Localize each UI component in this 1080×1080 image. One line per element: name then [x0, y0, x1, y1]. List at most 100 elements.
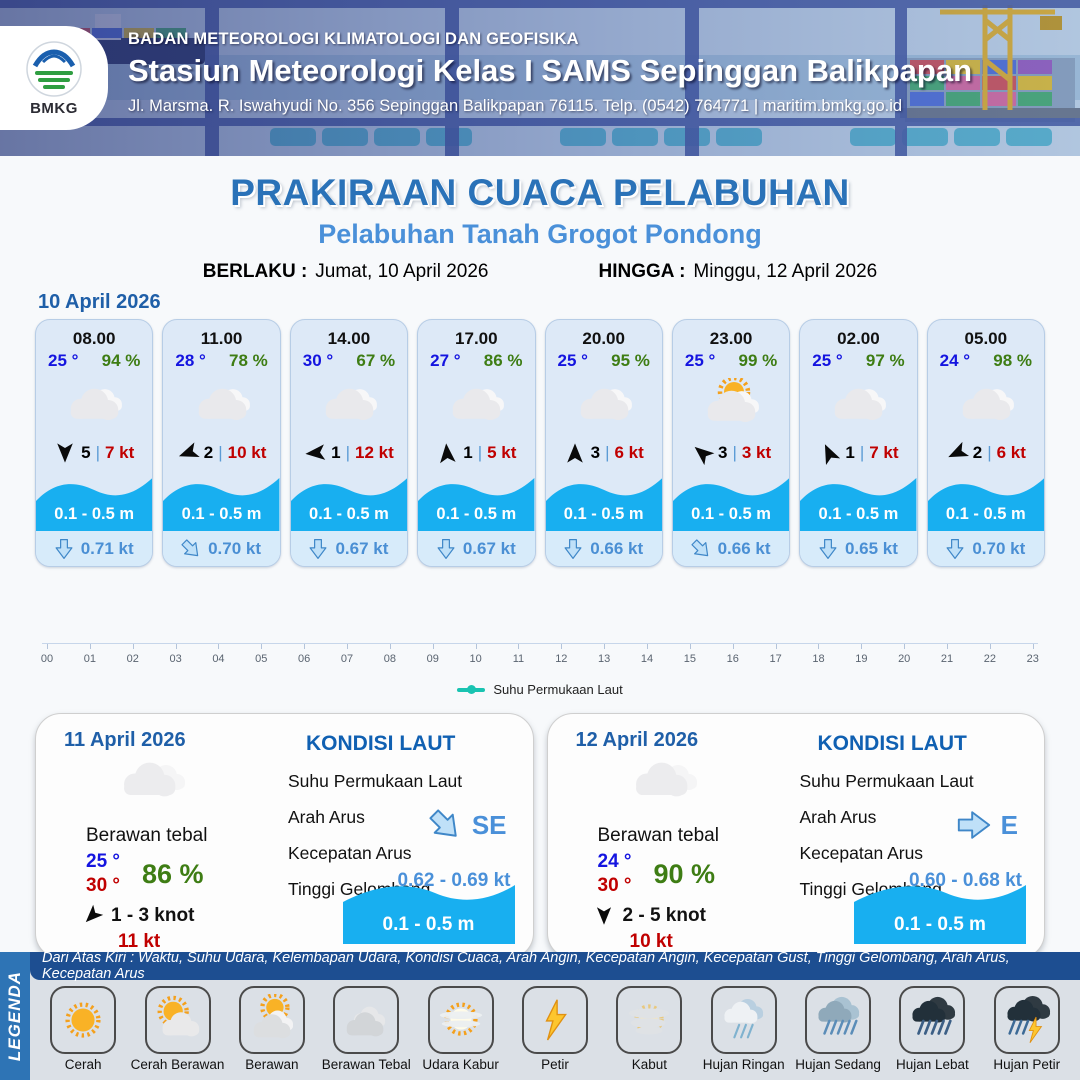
panel-wind-direction-icon: [82, 904, 104, 926]
card-temperature: 25 °: [48, 351, 79, 370]
legend-title: LEGENDA: [5, 970, 24, 1062]
panel-humidity: 86 %: [142, 858, 204, 889]
legend-item-label: Petir: [541, 1057, 569, 1072]
sea-conditions: KONDISI LAUT Suhu Permukaan Laut Arah Ar…: [799, 732, 1026, 944]
sea-wave-shape: [342, 885, 515, 944]
card-wind-row: 3 | 6 kt: [546, 437, 662, 469]
wind-direction-icon: [304, 442, 326, 464]
card-temperature: 25 °: [812, 351, 843, 370]
hour-tick-label: 17: [765, 644, 787, 665]
weather-icon: [418, 375, 534, 437]
legend-items-row: Cerah Cerah Berawan Berawan Berawan Teba…: [30, 980, 1080, 1080]
legend-item-label: Cerah Berawan: [130, 1057, 225, 1072]
separator: |: [605, 443, 610, 462]
wind-speed: 6 kt: [614, 443, 644, 462]
current-direction-label: Arah Arus: [799, 807, 877, 827]
hour-tick-label: 15: [679, 644, 701, 665]
card-wind-row: 2 | 6 kt: [928, 437, 1044, 469]
legend-item-label: Cerah: [64, 1057, 102, 1072]
card-temperature: 27 °: [430, 351, 461, 370]
legend-item: Hujan Sedang: [791, 986, 885, 1072]
page-title: PRAKIRAAN CUACA PELABUHAN: [230, 172, 850, 213]
card-humidity: 98 %: [993, 351, 1032, 370]
wave-height: 0.1 - 0.5 m: [818, 505, 899, 523]
card-humidity: 95 %: [611, 351, 650, 370]
sea-conditions-heading: KONDISI LAUT: [306, 732, 456, 755]
card-temperature: 30 °: [302, 351, 334, 370]
current-row: 0.70 kt: [927, 531, 1044, 566]
panel-weather-label: Berawan tebal: [597, 825, 719, 846]
current-row: 0.67 kt: [290, 531, 408, 566]
card-wind-row: 1 | 5 kt: [418, 437, 534, 469]
forecast-card: 02.00 25 ° 97 % 1 | 7 kt 0.1 - 0.5 m 0.6…: [799, 319, 918, 567]
legend-item-label: Kabut: [631, 1057, 667, 1072]
hour-tick-label: 09: [422, 644, 444, 665]
card-humidity: 94 %: [101, 351, 141, 370]
hingga: HINGGA : Minggu, 12 April 2026: [599, 261, 878, 283]
wave-shape: [163, 478, 280, 531]
wave-band: 0.1 - 0.5 m: [163, 471, 280, 531]
card-humidity: 86 %: [483, 351, 523, 370]
forecast-card: 20.00 25 ° 95 % 3 | 6 kt 0.1 - 0.5 m 0.6…: [544, 319, 663, 567]
wave-band: 0.1 - 0.5 m: [927, 471, 1044, 531]
timeline-hour-labels: 00 01 02 03 04 05 06 07 08 09 10 11 12 13 14 15 16 17 18 19…: [36, 644, 1044, 665]
sea-current-arrow-icon: [957, 808, 990, 842]
card-wind-row: 1 | 12 kt: [291, 437, 407, 469]
forecast-card: 08.00 25 ° 94 % 5 | 7 kt 0.1 - 0.5 m 0.7…: [35, 319, 154, 567]
card-wind-row: 2 | 10 kt: [163, 437, 279, 469]
wave-band: 0.1 - 0.5 m: [672, 471, 790, 531]
hour-tick-label: 22: [979, 644, 1001, 665]
card-wind-row: 5 | 7 kt: [36, 437, 152, 469]
wave-shape: [672, 478, 790, 531]
timeline-legend: Suhu Permukaan Laut: [0, 682, 1080, 697]
wave-shape: [545, 478, 662, 531]
separator: |: [477, 443, 483, 462]
legend-item: Cerah Berawan: [130, 986, 224, 1072]
hujan-ringan-icon: [710, 986, 777, 1054]
card-time: 05.00: [964, 329, 1008, 348]
wind-scale: 3: [717, 443, 728, 462]
hour-tick-label: 13: [593, 644, 615, 665]
hour-tick-label: 21: [936, 644, 958, 665]
hour-tick-label: 01: [79, 644, 101, 665]
sea-wave-shape: [854, 885, 1026, 944]
hour-tick-label: 07: [336, 644, 358, 665]
sea-conditions: KONDISI LAUT Suhu Permukaan Laut Arah Ar…: [288, 732, 515, 944]
wind-direction-icon: [818, 442, 841, 466]
panel-wind-direction-icon: [594, 906, 614, 926]
port-illustration: [0, 0, 1080, 156]
legend-item: Berawan Tebal: [319, 986, 413, 1072]
forecast-card: 11.00 28 ° 78 % 2 | 10 kt 0.1 - 0.5 m 0.…: [162, 319, 281, 567]
sea-current-arrow-icon: [429, 808, 460, 842]
weather-icon: [163, 375, 279, 437]
station-address: Jl. Marsma. R. Iswahyudi No. 356 Sepingg…: [128, 97, 903, 115]
wave-band: 0.1 - 0.5 m: [418, 471, 535, 531]
current-direction-icon: [55, 538, 73, 560]
separator: |: [218, 443, 223, 462]
weather-icon: [36, 375, 152, 437]
timeline-axis: [42, 643, 1038, 644]
panel-gust: 11 kt: [118, 931, 161, 952]
sst-legend-label: Suhu Permukaan Laut: [493, 682, 623, 697]
agency-name: BADAN METEOROLOGI KLIMATOLOGI DAN GEOFIS…: [128, 30, 579, 48]
bmkg-logo-icon: [26, 40, 82, 97]
hujan-sedang-icon: [805, 986, 872, 1054]
current-speed-label: Kecepatan Arus: [799, 843, 924, 863]
hujan-lebat-icon: [899, 986, 966, 1054]
current-direction-icon: [181, 538, 200, 560]
current-row: 0.71 kt: [36, 531, 153, 566]
legend-description: Dari Atas Kiri : Waktu, Suhu Udara, Kele…: [30, 950, 1080, 982]
card-wind-row: 1 | 7 kt: [800, 437, 916, 469]
hour-tick-label: 10: [465, 644, 487, 665]
weather-icon: [800, 375, 916, 437]
current-direction-icon: [309, 538, 327, 560]
wind-direction-icon: [691, 442, 715, 466]
card-time: 14.00: [327, 329, 371, 348]
card-time: 11.00: [200, 329, 243, 348]
wind-direction-icon: [946, 441, 969, 464]
weather-icon: [928, 375, 1044, 437]
current-row: 0.66 kt: [672, 531, 790, 566]
wind-scale: 2: [972, 443, 983, 462]
day-panel: 11 April 2026 Berawan tebal 25 ° 30 ° 86…: [35, 713, 534, 959]
panel-weather-label: Berawan tebal: [86, 825, 208, 846]
